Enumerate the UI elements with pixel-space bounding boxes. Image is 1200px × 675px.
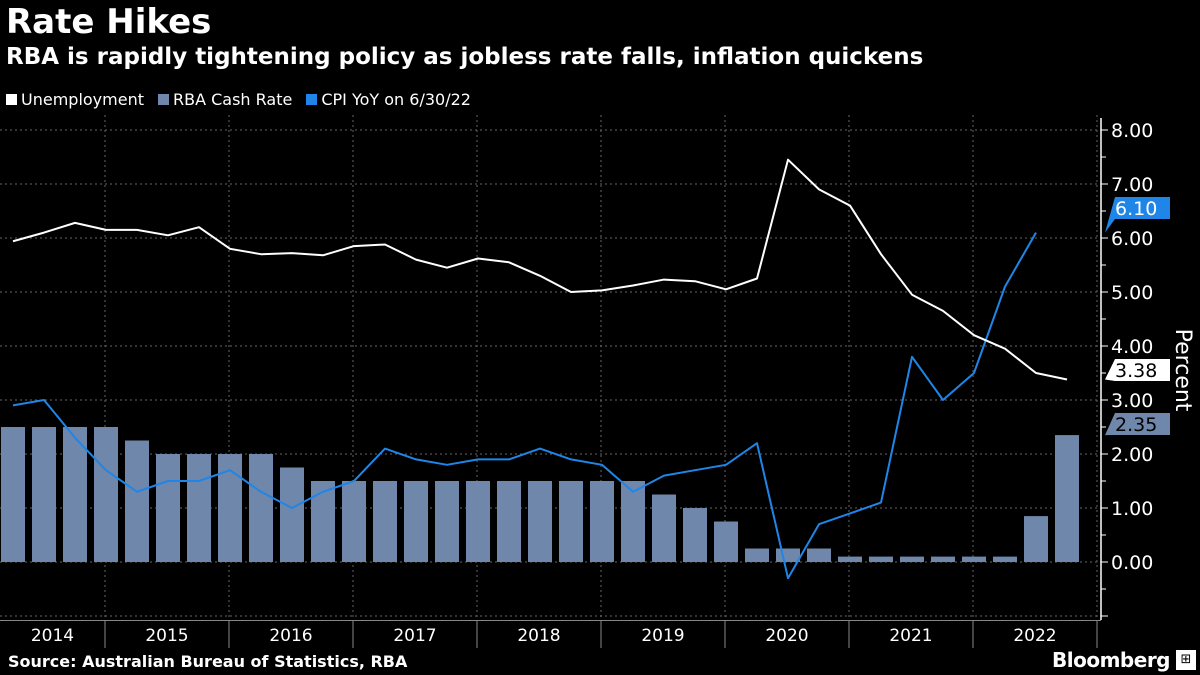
bloomberg-logo-icon: ⊞ bbox=[1176, 650, 1196, 670]
y-tick-label: 5.00 bbox=[1111, 282, 1153, 304]
line-cpi bbox=[12, 232, 1037, 580]
bar-cash-rate bbox=[590, 481, 614, 562]
bar-cash-rate bbox=[156, 454, 180, 562]
bar-cash-rate bbox=[745, 548, 769, 562]
bar-cash-rate bbox=[807, 548, 831, 562]
legend-swatch-unemployment bbox=[6, 94, 17, 105]
bar-cash-rate bbox=[311, 481, 335, 562]
bar-cash-rate bbox=[1024, 516, 1048, 562]
y-tick-label: 6.00 bbox=[1111, 228, 1153, 250]
bar-cash-rate bbox=[466, 481, 490, 562]
x-tick-label: 2020 bbox=[765, 626, 808, 646]
last-value-tag bbox=[1105, 359, 1170, 381]
y-tick-label: 2.00 bbox=[1111, 444, 1153, 466]
bar-cash-rate bbox=[342, 481, 366, 562]
bar-cash-rate bbox=[63, 427, 87, 562]
bar-cash-rate bbox=[683, 508, 707, 562]
bar-cash-rate bbox=[249, 454, 273, 562]
y-tick-label: 7.00 bbox=[1111, 174, 1153, 196]
y-tick-label: 0.00 bbox=[1111, 552, 1153, 574]
bar-cash-rate bbox=[931, 556, 955, 562]
legend-label: RBA Cash Rate bbox=[172, 90, 293, 109]
legend-label: CPI YoY on 6/30/22 bbox=[321, 90, 471, 109]
bloomberg-logo: Bloomberg bbox=[1052, 648, 1170, 672]
last-value-label: 3.38 bbox=[1115, 360, 1157, 382]
source-note: Source: Australian Bureau of Statistics,… bbox=[8, 652, 408, 671]
bar-cash-rate bbox=[776, 548, 800, 562]
bar-cash-rate bbox=[559, 481, 583, 562]
bar-cash-rate bbox=[94, 427, 118, 562]
bar-cash-rate bbox=[32, 427, 56, 562]
bar-cash-rate bbox=[1055, 435, 1079, 562]
x-tick-label: 2021 bbox=[889, 626, 932, 646]
bar-cash-rate bbox=[652, 494, 676, 562]
last-value-label: 6.10 bbox=[1115, 198, 1157, 220]
bar-cash-rate bbox=[900, 556, 924, 562]
bar-cash-rate bbox=[125, 440, 149, 562]
legend-swatch-cash-rate bbox=[157, 94, 169, 105]
bar-cash-rate bbox=[714, 521, 738, 562]
legend-label: Unemployment bbox=[21, 90, 144, 109]
bar-cash-rate bbox=[373, 481, 397, 562]
last-value-label: 2.35 bbox=[1115, 414, 1157, 436]
legend-swatch-cpi bbox=[306, 94, 318, 105]
bar-cash-rate bbox=[528, 481, 552, 562]
bar-cash-rate bbox=[497, 481, 521, 562]
bar-cash-rate bbox=[435, 481, 459, 562]
x-tick-label: 2019 bbox=[641, 626, 684, 646]
last-value-tag bbox=[1105, 413, 1170, 436]
legend-cpi: CPI YoY on 6/30/22 bbox=[306, 90, 471, 109]
x-tick-label: 2022 bbox=[1013, 626, 1056, 646]
bar-cash-rate bbox=[621, 481, 645, 562]
y-tick-label: 4.00 bbox=[1111, 336, 1153, 358]
x-tick-label: 2014 bbox=[31, 626, 74, 646]
x-tick-label: 2018 bbox=[517, 626, 560, 646]
chart-subtitle: RBA is rapidly tightening policy as jobl… bbox=[6, 44, 924, 70]
legend: Unemployment RBA Cash Rate CPI YoY on 6/… bbox=[6, 90, 471, 109]
bar-cash-rate bbox=[838, 556, 862, 562]
bar-cash-rate bbox=[869, 556, 893, 562]
line-unemployment bbox=[12, 158, 1068, 381]
bar-cash-rate bbox=[187, 454, 211, 562]
y-tick-label: 1.00 bbox=[1111, 498, 1153, 520]
bar-cash-rate bbox=[280, 467, 304, 562]
y-tick-label: 8.00 bbox=[1111, 120, 1153, 142]
x-tick-label: 2017 bbox=[393, 626, 436, 646]
x-tick-label: 2016 bbox=[269, 626, 312, 646]
last-value-tag bbox=[1105, 197, 1170, 233]
y-tick-label: 3.00 bbox=[1111, 390, 1153, 412]
x-axis-line bbox=[0, 620, 1101, 621]
bar-cash-rate bbox=[962, 556, 986, 562]
legend-unemployment: Unemployment bbox=[6, 90, 144, 109]
x-tick-label: 2015 bbox=[145, 626, 188, 646]
bar-cash-rate bbox=[404, 481, 428, 562]
chart-title: Rate Hikes bbox=[6, 2, 212, 42]
y-axis-title: Percent bbox=[1170, 329, 1195, 412]
legend-cash-rate: RBA Cash Rate bbox=[157, 90, 293, 109]
bar-cash-rate bbox=[993, 556, 1017, 562]
bar-cash-rate bbox=[1, 427, 25, 562]
